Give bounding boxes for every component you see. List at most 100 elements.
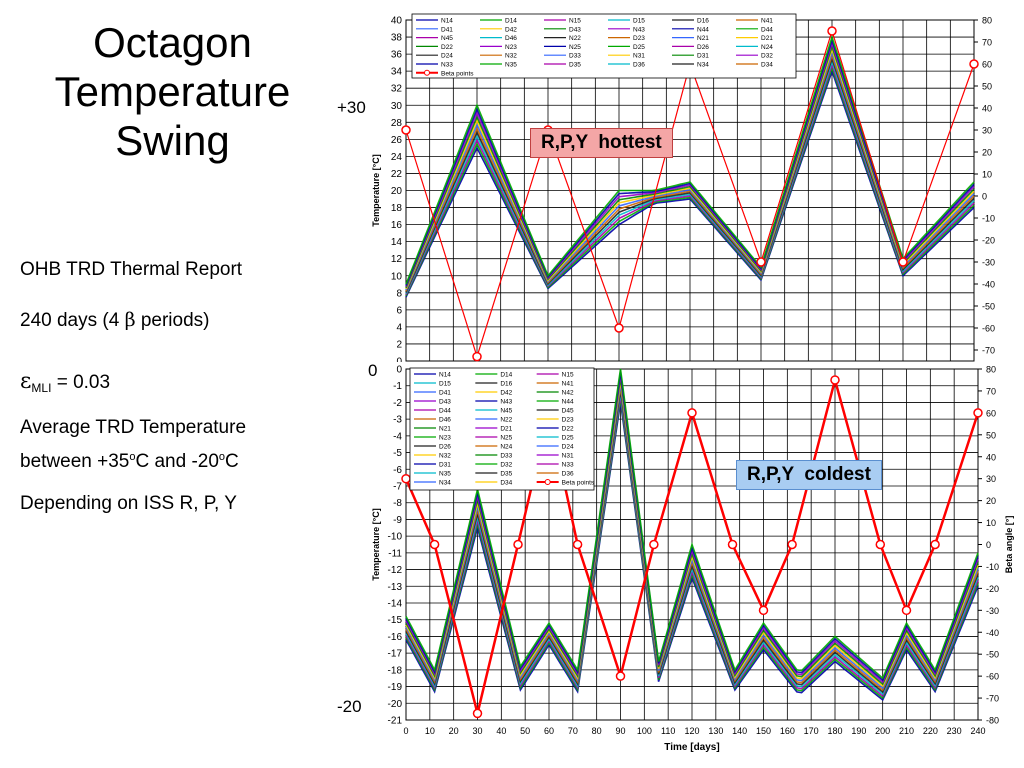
y-tick-label-top: 26: [391, 135, 403, 146]
beta-point-bottom: [687, 408, 697, 418]
y2-tick-label-top: 50: [982, 82, 992, 92]
y-tick-label-bottom: -2: [393, 398, 402, 409]
y-tick-label-bottom: -6: [393, 465, 402, 476]
beta-point-bottom: [727, 539, 738, 550]
legend-box-top: [411, 13, 797, 79]
y2-tick-label-bottom: -50: [986, 650, 999, 660]
x-tick-label-bottom: 110: [661, 726, 675, 736]
legend-entry-top: N24: [761, 44, 773, 51]
y2-tick-label-bottom: -70: [986, 694, 999, 704]
y2-tick-label-top: -50: [982, 302, 995, 312]
report-reference: OHB TRD Thermal Report: [20, 259, 243, 280]
y-tick-label-bottom: -10: [388, 532, 403, 543]
y-tick-label-bottom: 0: [396, 365, 402, 376]
legend-entry-bottom: Beta points: [562, 480, 595, 487]
legend-entry-top: D25: [633, 44, 645, 51]
y-tick-label-bottom: -21: [388, 716, 403, 727]
y2-tick-label-top: 80: [982, 16, 992, 26]
beta-point-bottom: [875, 539, 886, 550]
legend-entry-top: D23: [633, 35, 645, 42]
x-tick-label-bottom: 190: [851, 726, 866, 736]
legend-entry-top: Beta points: [441, 70, 474, 77]
x-tick-label-bottom: 210: [899, 726, 914, 736]
y-tick-label-top: 24: [391, 152, 403, 163]
legend-entry-top: N22: [569, 35, 581, 42]
beta-point-bottom: [401, 473, 411, 484]
beta-symbol: β: [124, 309, 136, 331]
y-axis-label-top: Temperature [°C]: [371, 154, 381, 226]
beta-point-bottom: [472, 708, 483, 719]
y2-tick-label-top: 10: [982, 170, 992, 180]
legend-entry-top: N41: [761, 18, 773, 25]
legend-entry-top: D26: [697, 44, 709, 51]
avg-text-c: C: [225, 451, 239, 472]
y-tick-label-top: 4: [396, 322, 402, 333]
legend-entry-bottom: N45: [500, 408, 512, 415]
legend-entry-bottom: N43: [500, 399, 512, 406]
legend-entry-top: D15: [633, 18, 645, 25]
legend-entry-top: D42: [505, 26, 517, 33]
degree-sup-2: o: [218, 451, 226, 463]
beta-point-top: [401, 125, 411, 135]
y2-tick-label-bottom: -60: [986, 672, 999, 682]
y2-tick-label-bottom: -20: [986, 584, 999, 594]
beta-point-bottom: [572, 539, 583, 550]
legend-entry-top: D44: [761, 26, 773, 33]
slide-title: Octagon Temperature Swing: [0, 18, 345, 165]
y2-tick-label-bottom: 0: [986, 540, 991, 550]
y-tick-label-top: 34: [391, 67, 403, 78]
title-line-2: Temperature: [54, 68, 291, 115]
y-tick-label-bottom: -18: [388, 665, 403, 676]
y2-tick-label-bottom: 40: [986, 452, 996, 462]
legend-entry-top: N43: [633, 26, 645, 33]
legend-entry-bottom: D32: [500, 462, 512, 469]
legend-entry-bottom: D45: [562, 408, 574, 415]
legend-entry-bottom: D22: [562, 426, 574, 433]
y-tick-label-bottom: -15: [388, 615, 403, 626]
beta-point-bottom: [830, 375, 840, 385]
legend-entry-bottom: N25: [500, 435, 512, 442]
title-line-1: Octagon: [93, 19, 252, 66]
legend-entry-bottom: N44: [562, 399, 574, 406]
x-tick-label-bottom: 70: [568, 726, 578, 736]
y-tick-label-bottom: -20: [388, 699, 403, 710]
beta-point-top: [614, 323, 624, 333]
legend-entry-top: D46: [505, 35, 517, 42]
beta-point-bottom: [513, 539, 523, 550]
y-tick-label-top: 36: [391, 50, 403, 61]
x-axis-label-bottom: Time [days]: [664, 742, 719, 753]
legend-entry-top: D34: [761, 62, 773, 69]
y-tick-label-bottom: -13: [388, 582, 403, 593]
epsilon-symbol: ε: [20, 369, 32, 394]
legend-entry-top: N31: [633, 53, 645, 60]
y2-tick-label-top: 40: [982, 104, 992, 114]
y-tick-label-top: 8: [396, 288, 402, 299]
legend-entry-bottom: N15: [562, 372, 574, 379]
x-tick-label-bottom: 230: [947, 726, 962, 736]
legend-entry-top: D21: [761, 35, 773, 42]
y-tick-label-bottom: -7: [393, 482, 402, 493]
x-tick-label-bottom: 150: [756, 726, 771, 736]
legend-entry-top: N25: [569, 44, 581, 51]
legend-entry-bottom: N24: [500, 444, 512, 451]
y2-tick-label-bottom: -40: [986, 628, 999, 638]
legend-entry-top: N44: [697, 26, 709, 33]
y-axis-label-bottom: Temperature [°C]: [371, 508, 381, 580]
y-tick-label-bottom: -5: [393, 448, 402, 459]
avg-text-b: C and -20: [135, 451, 219, 472]
x-tick-label-bottom: 140: [732, 726, 747, 736]
legend-entry-bottom: D44: [439, 408, 451, 415]
y2-tick-label-bottom: -30: [986, 606, 999, 616]
beta-point-bottom: [901, 605, 912, 616]
legend-entry-bottom: N33: [562, 462, 574, 469]
legend-entry-top: D31: [697, 53, 709, 60]
beta-point-top: [827, 26, 837, 36]
y-tick-label-top: 14: [391, 237, 403, 248]
legend-entry-bottom: D34: [500, 480, 512, 487]
y2-tick-label-top: 30: [982, 126, 992, 136]
legend-entry-bottom: D14: [500, 372, 512, 379]
y-tick-label-top: 10: [391, 271, 403, 282]
legend-entry-top: D41: [441, 26, 453, 33]
average-temperature-line-2: between +35oC and -20oC: [20, 446, 239, 473]
legend-marker-top: [424, 69, 430, 76]
